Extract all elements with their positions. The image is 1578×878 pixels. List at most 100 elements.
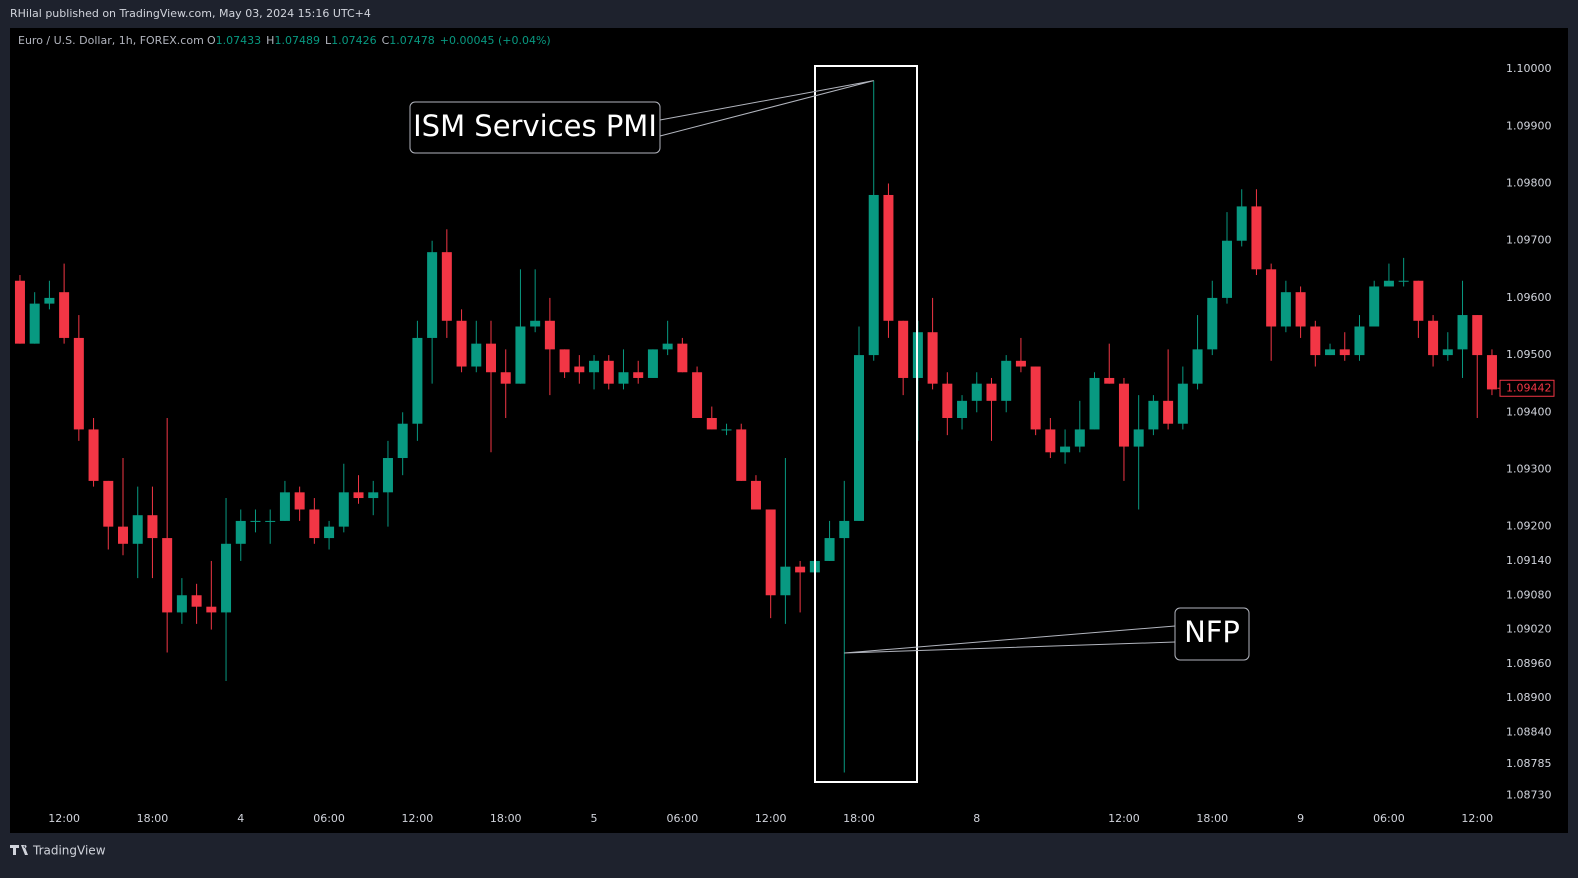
y-tick-label: 1.08785	[1506, 757, 1552, 770]
candle-body	[1251, 206, 1262, 270]
callout-pointer	[844, 625, 1176, 654]
candle-body	[1280, 292, 1291, 327]
y-tick-label: 1.09800	[1506, 177, 1552, 190]
candle-body	[971, 383, 982, 401]
candle-body	[721, 429, 732, 431]
x-tick-label: 12:00	[1461, 812, 1493, 825]
candle-body	[1428, 320, 1439, 356]
candle-body	[44, 297, 55, 304]
candle-body	[1383, 280, 1394, 287]
candle-body	[603, 360, 614, 384]
callout-text: NFP	[1184, 615, 1240, 649]
candle-body	[706, 417, 717, 430]
candle-body	[515, 326, 526, 384]
y-tick-label: 1.09900	[1506, 119, 1552, 132]
y-tick-label: 1.09080	[1506, 588, 1552, 601]
x-tick-label: 5	[591, 812, 598, 825]
candle-body	[235, 520, 246, 544]
candle-body	[1089, 377, 1100, 430]
y-tick-label: 1.09600	[1506, 291, 1552, 304]
x-tick-label: 18:00	[490, 812, 522, 825]
candle-body	[927, 332, 938, 384]
candle-body	[942, 383, 953, 418]
candle-body	[765, 509, 776, 596]
candle-body	[1118, 383, 1129, 447]
x-tick-label: 12:00	[755, 812, 787, 825]
y-tick-label: 1.09700	[1506, 234, 1552, 247]
candle-body	[353, 492, 364, 499]
candle-body	[824, 538, 835, 561]
ohlc-readout: O1.07433 H1.07489 L1.07426 C1.07478 +0.00045…	[207, 34, 551, 47]
candle-body	[221, 543, 232, 613]
readout-part: 1.07489	[274, 34, 320, 47]
y-tick-label: 1.08730	[1506, 788, 1552, 801]
candle-body	[1354, 326, 1365, 356]
candle-body	[1369, 286, 1380, 327]
candle-body	[1133, 429, 1144, 447]
candle-body	[471, 343, 482, 367]
candle-body	[618, 372, 629, 384]
candle-body	[854, 355, 864, 521]
candle-body	[1310, 326, 1321, 356]
y-tick-label: 1.08900	[1506, 691, 1552, 704]
candle-body	[382, 458, 393, 493]
x-tick-label: 18:00	[1196, 812, 1228, 825]
candle-body	[324, 526, 335, 539]
y-tick-label: 1.09020	[1506, 623, 1552, 636]
x-tick-label: 06:00	[1373, 812, 1405, 825]
x-tick-label: 12:00	[48, 812, 80, 825]
candle-body	[14, 280, 25, 344]
readout-part: 1.07426	[331, 34, 377, 47]
candle-body	[692, 372, 703, 418]
readout-part: 1.07433	[216, 34, 262, 47]
candle-body	[736, 429, 747, 481]
candle-body	[1001, 360, 1012, 401]
candle-body	[486, 343, 496, 373]
callout-pointer	[659, 80, 874, 137]
candle-body	[1148, 400, 1159, 430]
candle-body	[309, 509, 320, 539]
candle-body	[59, 292, 70, 338]
candle-body	[191, 595, 202, 607]
candle-body	[427, 252, 438, 338]
candle-body	[1074, 429, 1085, 447]
candle-body	[147, 515, 158, 539]
candle-body	[868, 194, 879, 356]
candle-body	[73, 337, 84, 430]
candle-body	[88, 429, 99, 481]
candle-body	[1045, 429, 1056, 453]
candle-body	[1177, 383, 1188, 424]
candle-body	[559, 349, 570, 373]
candle-body	[368, 492, 379, 499]
candle-body	[1442, 349, 1453, 356]
y-tick-label: 1.09500	[1506, 348, 1552, 361]
readout-part: H	[266, 34, 274, 47]
candle-body	[883, 194, 894, 321]
candle-body	[162, 538, 173, 613]
candle-body	[1222, 240, 1232, 298]
candle-body	[677, 343, 688, 373]
candle-body	[1266, 269, 1277, 327]
x-tick-label: 18:00	[137, 812, 169, 825]
candle-body	[206, 606, 217, 613]
candle-body	[1486, 355, 1497, 390]
readout-part: +0.00045 (+0.04%)	[440, 34, 551, 47]
x-tick-label: 9	[1297, 812, 1304, 825]
candle-body	[1060, 446, 1071, 453]
candle-body	[1339, 349, 1350, 356]
readout-part: 1.07478	[389, 34, 435, 47]
candle-body	[250, 520, 261, 522]
brand: TradingView	[32, 844, 106, 858]
x-tick-label: 18:00	[843, 812, 875, 825]
candle-body	[1457, 315, 1468, 350]
candle-body	[338, 492, 349, 527]
x-tick-label: 8	[973, 812, 980, 825]
candle-body	[1398, 280, 1409, 282]
candle-body	[103, 480, 114, 527]
symbol-title: Euro / U.S. Dollar, 1h, FOREX.com	[18, 34, 204, 47]
candle-body	[530, 320, 541, 327]
candle-body	[589, 360, 600, 373]
highlight-box	[814, 65, 918, 783]
